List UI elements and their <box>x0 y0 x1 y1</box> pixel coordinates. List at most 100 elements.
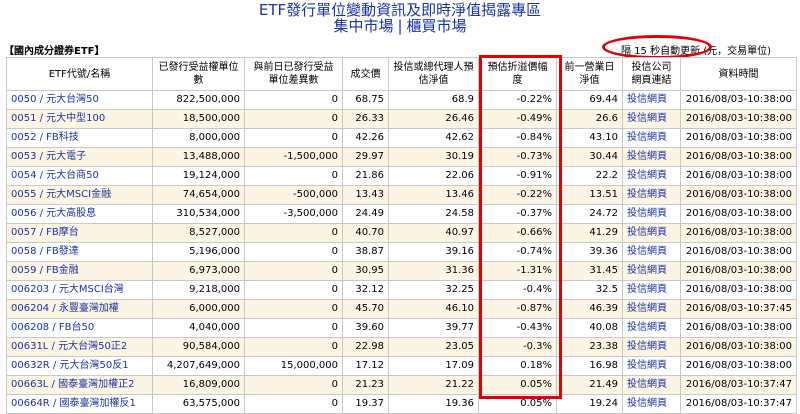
fund-website-link[interactable]: 投信網頁 <box>627 227 667 238</box>
etf-name-cell: 0052 / FB科技 <box>6 128 153 148</box>
link-cell: 投信網頁 <box>622 356 681 376</box>
est-nav-cell: 24.58 <box>388 204 479 224</box>
premium-cell: -0.37% <box>478 204 557 224</box>
prev-nav-cell: 30.44 <box>556 147 623 167</box>
units-diff-cell: 0 <box>244 318 343 338</box>
prev-nav-cell: 26.6 <box>556 109 623 129</box>
price-cell: 24.49 <box>342 204 389 224</box>
etf-name-link[interactable]: 0053 / 元大電子 <box>11 151 87 162</box>
units-cell: 6,973,000 <box>152 261 245 281</box>
table-row: 00663L / 國泰臺灣加權正2 16,809,000 0 21.23 21.22 0.… <box>6 375 797 395</box>
units-cell: 13,488,000 <box>152 147 245 167</box>
units-cell: 74,654,000 <box>152 185 245 205</box>
etf-name-link[interactable]: 0056 / 元大高股息 <box>11 208 97 219</box>
units-diff-cell: -500,000 <box>244 185 343 205</box>
fund-website-link[interactable]: 投信網頁 <box>627 360 667 371</box>
table-row: 006208 / FB台50 4,040,000 0 39.60 39.77 -0.43%… <box>6 318 797 338</box>
prev-nav-cell: 46.39 <box>556 299 623 319</box>
table-row: 0059 / FB金融 6,973,000 0 30.95 31.36 -1.31% 31.… <box>6 261 797 281</box>
premium-cell: -0.73% <box>478 147 557 167</box>
units-diff-cell: 0 <box>244 337 343 357</box>
etf-name-cell: 00663L / 國泰臺灣加權正2 <box>6 375 153 395</box>
nav-link-listed-market[interactable]: 集中市場 <box>333 17 394 35</box>
premium-cell: -0.84% <box>478 128 557 148</box>
fund-website-link[interactable]: 投信網頁 <box>627 341 667 352</box>
prev-nav-cell: 32.5 <box>556 280 623 300</box>
etf-table-body: 0050 / 元大台灣50 822,500,000 0 68.75 68.9 -0.22%… <box>6 90 797 414</box>
fund-website-link[interactable]: 投信網頁 <box>627 284 667 295</box>
page-header: ETF發行單位變動資訊及即時淨值揭露專區 集中市場 | 櫃買市場 <box>0 2 800 34</box>
est-nav-cell: 46.10 <box>388 299 479 319</box>
table-row: 0056 / 元大高股息 310,534,000 -3,500,000 24.49 24… <box>6 204 797 224</box>
etf-name-link[interactable]: 00631L / 元大台灣50正2 <box>11 341 128 352</box>
etf-name-link[interactable]: 0054 / 元大台商50 <box>11 170 99 181</box>
etf-name-link[interactable]: 0051 / 元大中型100 <box>11 113 106 124</box>
etf-name-cell: 00631L / 元大台灣50正2 <box>6 337 153 357</box>
prev-nav-cell: 31.45 <box>556 261 623 281</box>
units-diff-cell: 0 <box>244 375 343 395</box>
fund-website-link[interactable]: 投信網頁 <box>627 113 667 124</box>
units-cell: 4,207,649,000 <box>152 356 245 376</box>
price-cell: 17.12 <box>342 356 389 376</box>
fund-website-link[interactable]: 投信網頁 <box>627 322 667 333</box>
prev-nav-cell: 19.24 <box>556 394 623 414</box>
etf-name-link[interactable]: 0057 / FB摩台 <box>11 227 79 238</box>
time-cell: 2016/08/03-10:38:00 <box>680 185 797 205</box>
link-cell: 投信網頁 <box>622 337 681 357</box>
est-nav-cell: 32.25 <box>388 280 479 300</box>
fund-website-link[interactable]: 投信網頁 <box>627 246 667 257</box>
table-row: 006204 / 永豐臺灣加權 6,000,000 0 45.70 46.10 -0.87… <box>6 299 797 319</box>
prev-nav-cell: 21.49 <box>556 375 623 395</box>
etf-name-link[interactable]: 006204 / 永豐臺灣加權 <box>11 303 119 314</box>
table-row: 0054 / 元大台商50 19,124,000 0 21.86 22.06 -0.91%… <box>6 166 797 186</box>
units-cell: 6,000,000 <box>152 299 245 319</box>
etf-name-link[interactable]: 0059 / FB金融 <box>11 265 79 276</box>
etf-name-link[interactable]: 0050 / 元大台灣50 <box>11 94 99 105</box>
fund-website-link[interactable]: 投信網頁 <box>627 151 667 162</box>
est-nav-cell: 68.9 <box>388 90 479 110</box>
fund-website-link[interactable]: 投信網頁 <box>627 170 667 181</box>
units-diff-cell: 15,000,000 <box>244 356 343 376</box>
time-cell: 2016/08/03-10:38:00 <box>680 166 797 186</box>
col-header-price: 成交價 <box>342 57 389 91</box>
etf-name-link[interactable]: 0052 / FB科技 <box>11 132 79 143</box>
prev-nav-cell: 43.10 <box>556 128 623 148</box>
nav-separator: | <box>397 17 403 35</box>
etf-name-link[interactable]: 006203 / 元大MSCI台灣 <box>11 284 124 295</box>
price-cell: 39.60 <box>342 318 389 338</box>
fund-website-link[interactable]: 投信網頁 <box>627 208 667 219</box>
prev-nav-cell: 13.51 <box>556 185 623 205</box>
fund-website-link[interactable]: 投信網頁 <box>627 303 667 314</box>
premium-cell: -0.22% <box>478 185 557 205</box>
etf-name-link[interactable]: 0058 / FB發達 <box>11 246 79 257</box>
price-cell: 13.43 <box>342 185 389 205</box>
units-diff-cell: 0 <box>244 128 343 148</box>
fund-website-link[interactable]: 投信網頁 <box>627 94 667 105</box>
fund-website-link[interactable]: 投信網頁 <box>627 132 667 143</box>
etf-name-link[interactable]: 0055 / 元大MSCI金融 <box>11 189 112 200</box>
fund-website-link[interactable]: 投信網頁 <box>627 189 667 200</box>
price-cell: 29.97 <box>342 147 389 167</box>
link-cell: 投信網頁 <box>622 242 681 262</box>
est-nav-cell: 31.36 <box>388 261 479 281</box>
premium-cell: 0.05% <box>478 375 557 395</box>
nav-link-otc-market[interactable]: 櫃買市場 <box>406 17 467 35</box>
premium-cell: -0.66% <box>478 223 557 243</box>
etf-name-cell: 00632R / 元大台灣50反1 <box>6 356 153 376</box>
prev-nav-cell: 16.98 <box>556 356 623 376</box>
etf-name-link[interactable]: 00663L / 國泰臺灣加權正2 <box>11 379 135 390</box>
est-nav-cell: 39.16 <box>388 242 479 262</box>
link-cell: 投信網頁 <box>622 147 681 167</box>
fund-website-link[interactable]: 投信網頁 <box>627 379 667 390</box>
fund-website-link[interactable]: 投信網頁 <box>627 265 667 276</box>
table-header-row: ETF代號/名稱 已發行受益權單位數 與前日已發行受益單位差異數 成交價 投信或… <box>6 57 797 91</box>
link-cell: 投信網頁 <box>622 223 681 243</box>
price-cell: 32.12 <box>342 280 389 300</box>
est-nav-cell: 42.62 <box>388 128 479 148</box>
time-cell: 2016/08/03-10:38:00 <box>680 128 797 148</box>
table-row: 0052 / FB科技 8,000,000 0 42.26 42.62 -0.84% 43.… <box>6 128 797 148</box>
etf-name-link[interactable]: 006208 / FB台50 <box>11 322 95 333</box>
table-row: 0050 / 元大台灣50 822,500,000 0 68.75 68.9 -0.22%… <box>6 90 797 110</box>
time-cell: 2016/08/03-10:38:00 <box>680 337 797 357</box>
etf-name-link[interactable]: 00632R / 元大台灣50反1 <box>11 360 129 371</box>
